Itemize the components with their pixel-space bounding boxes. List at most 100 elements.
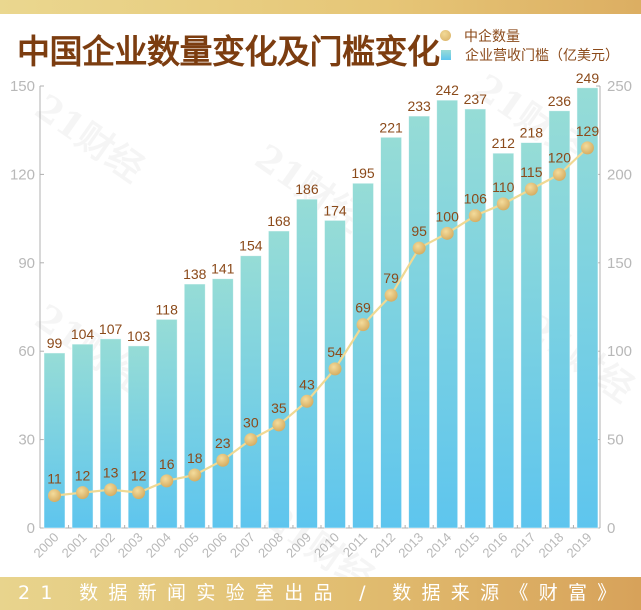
bar (239, 255, 262, 529)
bar (352, 182, 374, 529)
bar (211, 278, 234, 529)
bar (43, 352, 66, 529)
legend-label: 企业营收门槛（亿美元） (465, 47, 619, 64)
legend-square-icon (441, 49, 451, 60)
bar (520, 142, 543, 529)
count-point (272, 418, 286, 432)
legend-label: 中企数量 (464, 28, 520, 45)
left-axis-tick-label: 150 (10, 78, 35, 95)
count-point (356, 318, 370, 332)
count-value-label: 13 (103, 465, 119, 481)
left-axis-tick-label: 90 (18, 255, 35, 272)
x-axis-year-label: 2014 (423, 530, 454, 561)
bar-value-label: 154 (239, 238, 263, 254)
count-value-label: 30 (243, 415, 259, 431)
count-value-label: 129 (576, 123, 600, 139)
bar (155, 318, 178, 529)
bar-value-label: 242 (436, 82, 460, 98)
x-axis-year-label: 2002 (87, 530, 118, 561)
bar (380, 136, 403, 529)
bar (576, 87, 599, 529)
bar-value-label: 103 (127, 328, 151, 344)
count-point (496, 197, 510, 211)
count-point (580, 141, 594, 155)
count-point (328, 362, 342, 376)
count-value-label: 18 (187, 450, 203, 466)
count-point (384, 288, 398, 302)
right-axis-tick-label: 250 (607, 78, 632, 95)
right-axis-tick-label: 100 (607, 343, 632, 360)
x-axis-year-label: 2012 (367, 530, 398, 561)
count-value-label: 12 (131, 468, 147, 484)
bar (267, 230, 290, 529)
chart: 0 30 60 90 120 150 0 50 100 150 200 250 200020012002… (10, 70, 632, 561)
left-axis-tick-label: 30 (18, 432, 35, 449)
x-axis-year-label: 2016 (479, 530, 510, 561)
x-axis-year-label: 2001 (59, 530, 90, 561)
bar-value-label: 99 (47, 335, 63, 351)
x-axis-year-label: 2018 (535, 530, 566, 561)
left-axis-tick-label: 0 (27, 520, 35, 537)
bar-value-label: 218 (520, 125, 544, 141)
bar (71, 343, 94, 529)
bar (183, 283, 206, 529)
bar-value-label: 107 (99, 321, 123, 337)
count-value-label: 110 (492, 179, 515, 195)
count-value-label: 54 (327, 344, 343, 360)
count-value-label: 11 (47, 471, 62, 487)
count-point (468, 209, 482, 223)
x-axis-year-label: 2006 (199, 530, 230, 561)
right-axis-tick-label: 50 (607, 432, 624, 449)
bar-value-label: 174 (323, 202, 347, 218)
count-point (216, 453, 230, 467)
count-value-label: 120 (548, 149, 572, 165)
bar (127, 345, 150, 529)
count-point (188, 468, 202, 482)
bar (99, 338, 122, 529)
legend-item-count: 中企数量 (440, 26, 619, 45)
bar-value-label: 221 (379, 119, 403, 135)
x-axis-year-label: 2017 (507, 530, 538, 561)
bar (492, 152, 515, 529)
x-axis-year-label: 2015 (451, 530, 482, 561)
count-point (48, 489, 61, 503)
right-axis-tick-label: 200 (607, 166, 632, 183)
count-value-label: 106 (464, 191, 488, 207)
footer-band: 21 数据新闻实验室出品 / 数据来源《财富》 (0, 577, 641, 610)
count-value-label: 23 (215, 435, 231, 451)
left-axis-tick-label: 120 (10, 166, 35, 183)
bar-value-label: 141 (211, 261, 235, 277)
chart-title: 中国企业数量变化及门槛变化 (17, 32, 440, 71)
bar (296, 198, 318, 529)
bar (464, 108, 487, 529)
left-axis-tick-label: 60 (18, 343, 35, 360)
legend-circle-icon (440, 30, 451, 41)
bar-value-label: 186 (295, 181, 319, 197)
x-axis-year-label: 2013 (395, 530, 426, 561)
x-axis-year-label: 2003 (115, 530, 146, 561)
bar-value-label: 249 (576, 70, 600, 86)
x-axis-year-label: 2009 (283, 530, 314, 561)
bar-value-label: 236 (548, 93, 572, 109)
count-point (244, 433, 258, 447)
count-point (440, 226, 454, 240)
bar (436, 99, 459, 529)
legend-item-threshold: 企业营收门槛（亿美元） (440, 45, 619, 64)
bar (548, 110, 571, 529)
x-axis-year-label: 2007 (227, 530, 258, 561)
count-value-label: 95 (411, 223, 427, 239)
count-value-label: 100 (436, 208, 460, 224)
bar-value-label: 138 (183, 266, 207, 282)
bar (408, 115, 431, 529)
count-value-label: 43 (299, 376, 315, 392)
bar-value-label: 212 (492, 135, 516, 151)
count-point (412, 241, 426, 255)
count-point (160, 474, 174, 488)
legend: 中企数量 企业营收门槛（亿美元） (440, 26, 619, 64)
count-point (524, 182, 538, 196)
bar-value-label: 233 (407, 98, 431, 114)
top-band (0, 0, 641, 14)
x-axis-year-label: 2005 (171, 530, 202, 561)
x-axis-year-label: 2019 (564, 530, 595, 561)
x-axis-year-label: 2004 (143, 530, 174, 561)
